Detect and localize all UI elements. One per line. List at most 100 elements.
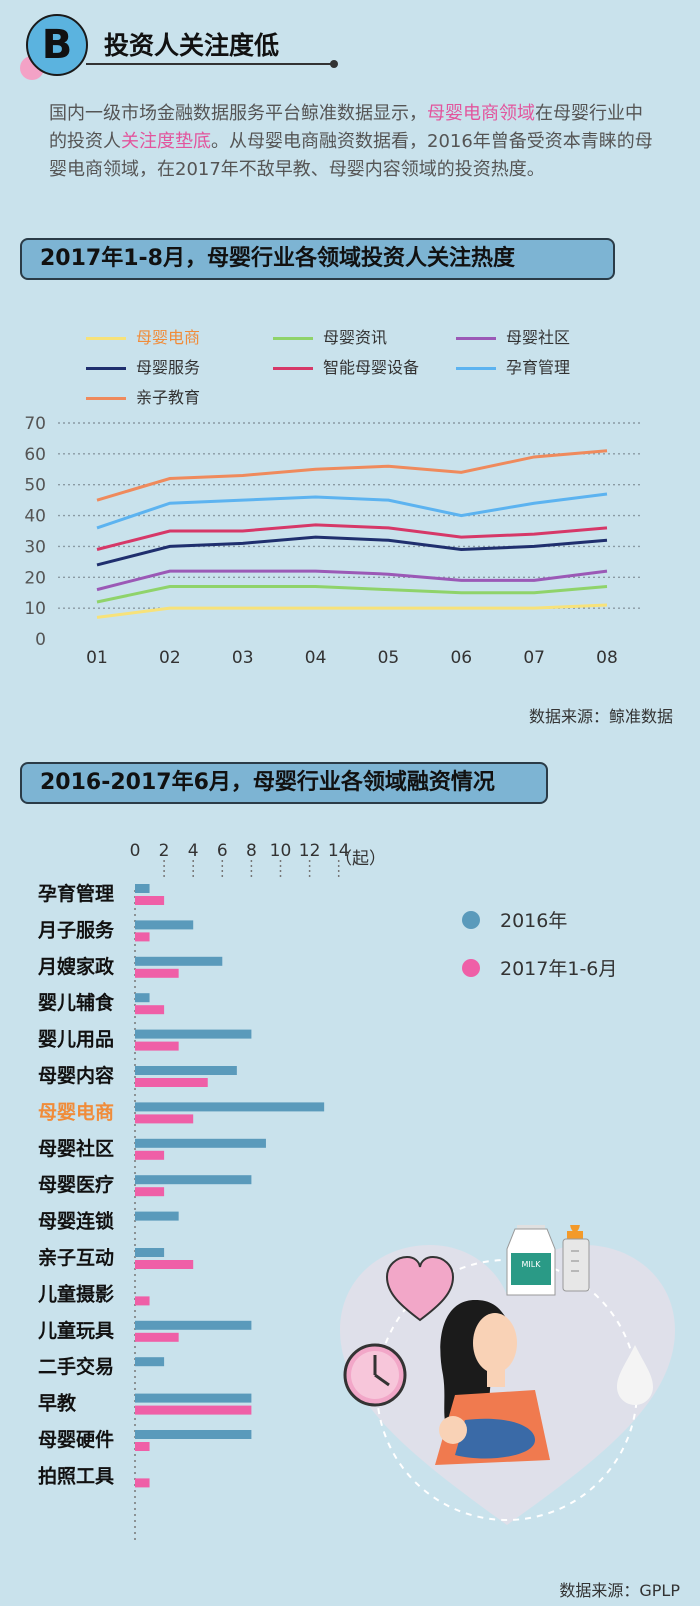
milk-bottle-icon: MILK xyxy=(506,1225,556,1296)
bar-2016 xyxy=(135,1211,179,1221)
line-chart: 0 10 20 30 40 50 60 70 01 02 03 04 05 06 07 08 xyxy=(24,415,640,668)
series-line xyxy=(96,449,608,502)
x-tick-label: 10 xyxy=(270,841,292,861)
legend-label: 2016年 xyxy=(500,910,567,932)
bar-2017 xyxy=(135,1114,194,1124)
y-tick-label: 20 xyxy=(24,568,46,588)
category-label: 母婴电商 xyxy=(38,1100,114,1123)
bar-2016 xyxy=(135,1066,237,1075)
y-tick-label: 40 xyxy=(24,507,46,527)
bar-2017 xyxy=(135,1442,150,1451)
drop-icon xyxy=(617,1345,653,1405)
category-label: 月嫂家政 xyxy=(37,955,115,978)
x-tick-label: 14 xyxy=(328,841,350,861)
legend-item: 母婴资讯 xyxy=(273,324,387,348)
bar-2016 xyxy=(135,993,150,1003)
y-tick-label: 70 xyxy=(24,415,46,434)
heart-icon xyxy=(385,1255,455,1322)
y-tick-label: 60 xyxy=(24,445,46,465)
intro-highlight-2: 关注度垫底 xyxy=(121,131,211,152)
category-label: 母婴医疗 xyxy=(38,1173,114,1196)
bar-2017 xyxy=(135,1405,252,1415)
x-tick-label: 01 xyxy=(86,648,108,668)
bar-chart: 0 2 4 6 8 10 12 14 孕育管理月子服务月嫂家政婴儿辅食婴儿用品母婴内容母婴电商母… xyxy=(37,841,617,1540)
bar-2016 xyxy=(135,884,150,893)
bar-2016 xyxy=(135,1357,165,1367)
legend-label: 2017年1-6月 xyxy=(500,958,617,980)
legend-swatch xyxy=(273,367,313,370)
legend-swatch xyxy=(273,337,313,340)
x-tick-label: 2 xyxy=(159,841,170,861)
category-label: 月子服务 xyxy=(37,918,115,941)
x-tick-label: 07 xyxy=(523,648,545,668)
category-label: 母婴硬件 xyxy=(38,1428,114,1451)
bar-2016 xyxy=(135,1102,325,1112)
bar-2016 xyxy=(135,920,194,930)
bar-2017 xyxy=(135,1332,179,1342)
line-chart-source: 数据来源：鲸准数据 xyxy=(528,707,673,726)
x-tick-label: 04 xyxy=(305,648,327,668)
x-tick-label: 0 xyxy=(130,841,141,861)
bar-2016 xyxy=(135,1320,252,1330)
bar-chart-source: 数据来源：GPLP xyxy=(559,1581,680,1600)
x-tick-label: 08 xyxy=(596,648,618,668)
legend-item: 孕育管理 xyxy=(456,354,570,378)
legend-item: 智能母婴设备 xyxy=(273,354,419,378)
y-tick-label: 30 xyxy=(24,537,46,557)
x-tick-label: 05 xyxy=(378,648,400,668)
bar-2017 xyxy=(135,1260,194,1269)
section-title: 投资人关注度低 xyxy=(104,31,280,60)
legend-item: 母婴服务 xyxy=(86,354,200,378)
category-label: 婴儿辅食 xyxy=(38,991,115,1014)
bar-2017 xyxy=(135,896,165,905)
bar-2017 xyxy=(135,1078,208,1087)
clock-icon xyxy=(343,1343,407,1407)
legend-item: 母婴社区 xyxy=(456,324,570,348)
category-label: 母婴内容 xyxy=(38,1064,114,1087)
line-chart-legend: 母婴电商 母婴资讯 母婴社区 母婴服务 智能母婴设备 孕育管理 亲子教育 xyxy=(86,324,686,414)
bar-chart-banner: 2016-2017年6月，母婴行业各领域融资情况 xyxy=(20,762,548,804)
y-tick-label: 10 xyxy=(24,599,46,619)
category-label: 儿童玩具 xyxy=(37,1319,114,1342)
legend-swatch xyxy=(86,397,126,400)
bar-2016 xyxy=(135,1175,252,1185)
bar-2017 xyxy=(135,1150,165,1160)
category-label: 孕育管理 xyxy=(38,882,114,905)
bar-2017 xyxy=(135,1005,165,1015)
bar-2016 xyxy=(135,956,223,966)
category-label: 亲子互动 xyxy=(38,1246,114,1269)
baby-bottle-icon xyxy=(562,1225,590,1292)
x-tick-label: 4 xyxy=(188,841,199,861)
x-tick-label: 8 xyxy=(246,841,257,861)
bar-chart-unit: （起） xyxy=(335,849,386,869)
category-label: 母婴社区 xyxy=(38,1137,114,1160)
mother-baby-illustration: MILK xyxy=(340,1225,675,1525)
legend-swatch xyxy=(86,367,126,370)
x-tick-label: 06 xyxy=(450,648,472,668)
series-line xyxy=(96,523,608,551)
category-label: 母婴连锁 xyxy=(38,1210,114,1233)
category-label: 早教 xyxy=(38,1392,77,1415)
legend-swatch xyxy=(86,337,126,340)
category-label: 儿童摄影 xyxy=(37,1282,114,1305)
category-label: 拍照工具 xyxy=(38,1464,114,1487)
mother-baby-figure xyxy=(435,1300,550,1465)
bar-2017 xyxy=(135,1478,150,1488)
series-line xyxy=(96,492,608,530)
section-badge: B xyxy=(26,14,88,76)
legend-swatch xyxy=(456,337,496,340)
legend-label: 亲子教育 xyxy=(136,388,201,407)
legend-marker xyxy=(462,911,480,929)
x-tick-label: 6 xyxy=(217,841,228,861)
bar-2017 xyxy=(135,968,179,978)
series-line xyxy=(96,603,608,619)
bar-2017 xyxy=(135,1296,150,1306)
series-line xyxy=(96,569,608,592)
legend-label: 孕育管理 xyxy=(506,358,571,377)
bar-2016 xyxy=(135,1393,252,1403)
x-tick-label: 03 xyxy=(232,648,254,668)
category-label: 婴儿用品 xyxy=(38,1029,114,1051)
title-underline xyxy=(86,63,334,65)
x-tick-label: 02 xyxy=(159,648,181,668)
legend-label: 母婴社区 xyxy=(506,328,571,347)
